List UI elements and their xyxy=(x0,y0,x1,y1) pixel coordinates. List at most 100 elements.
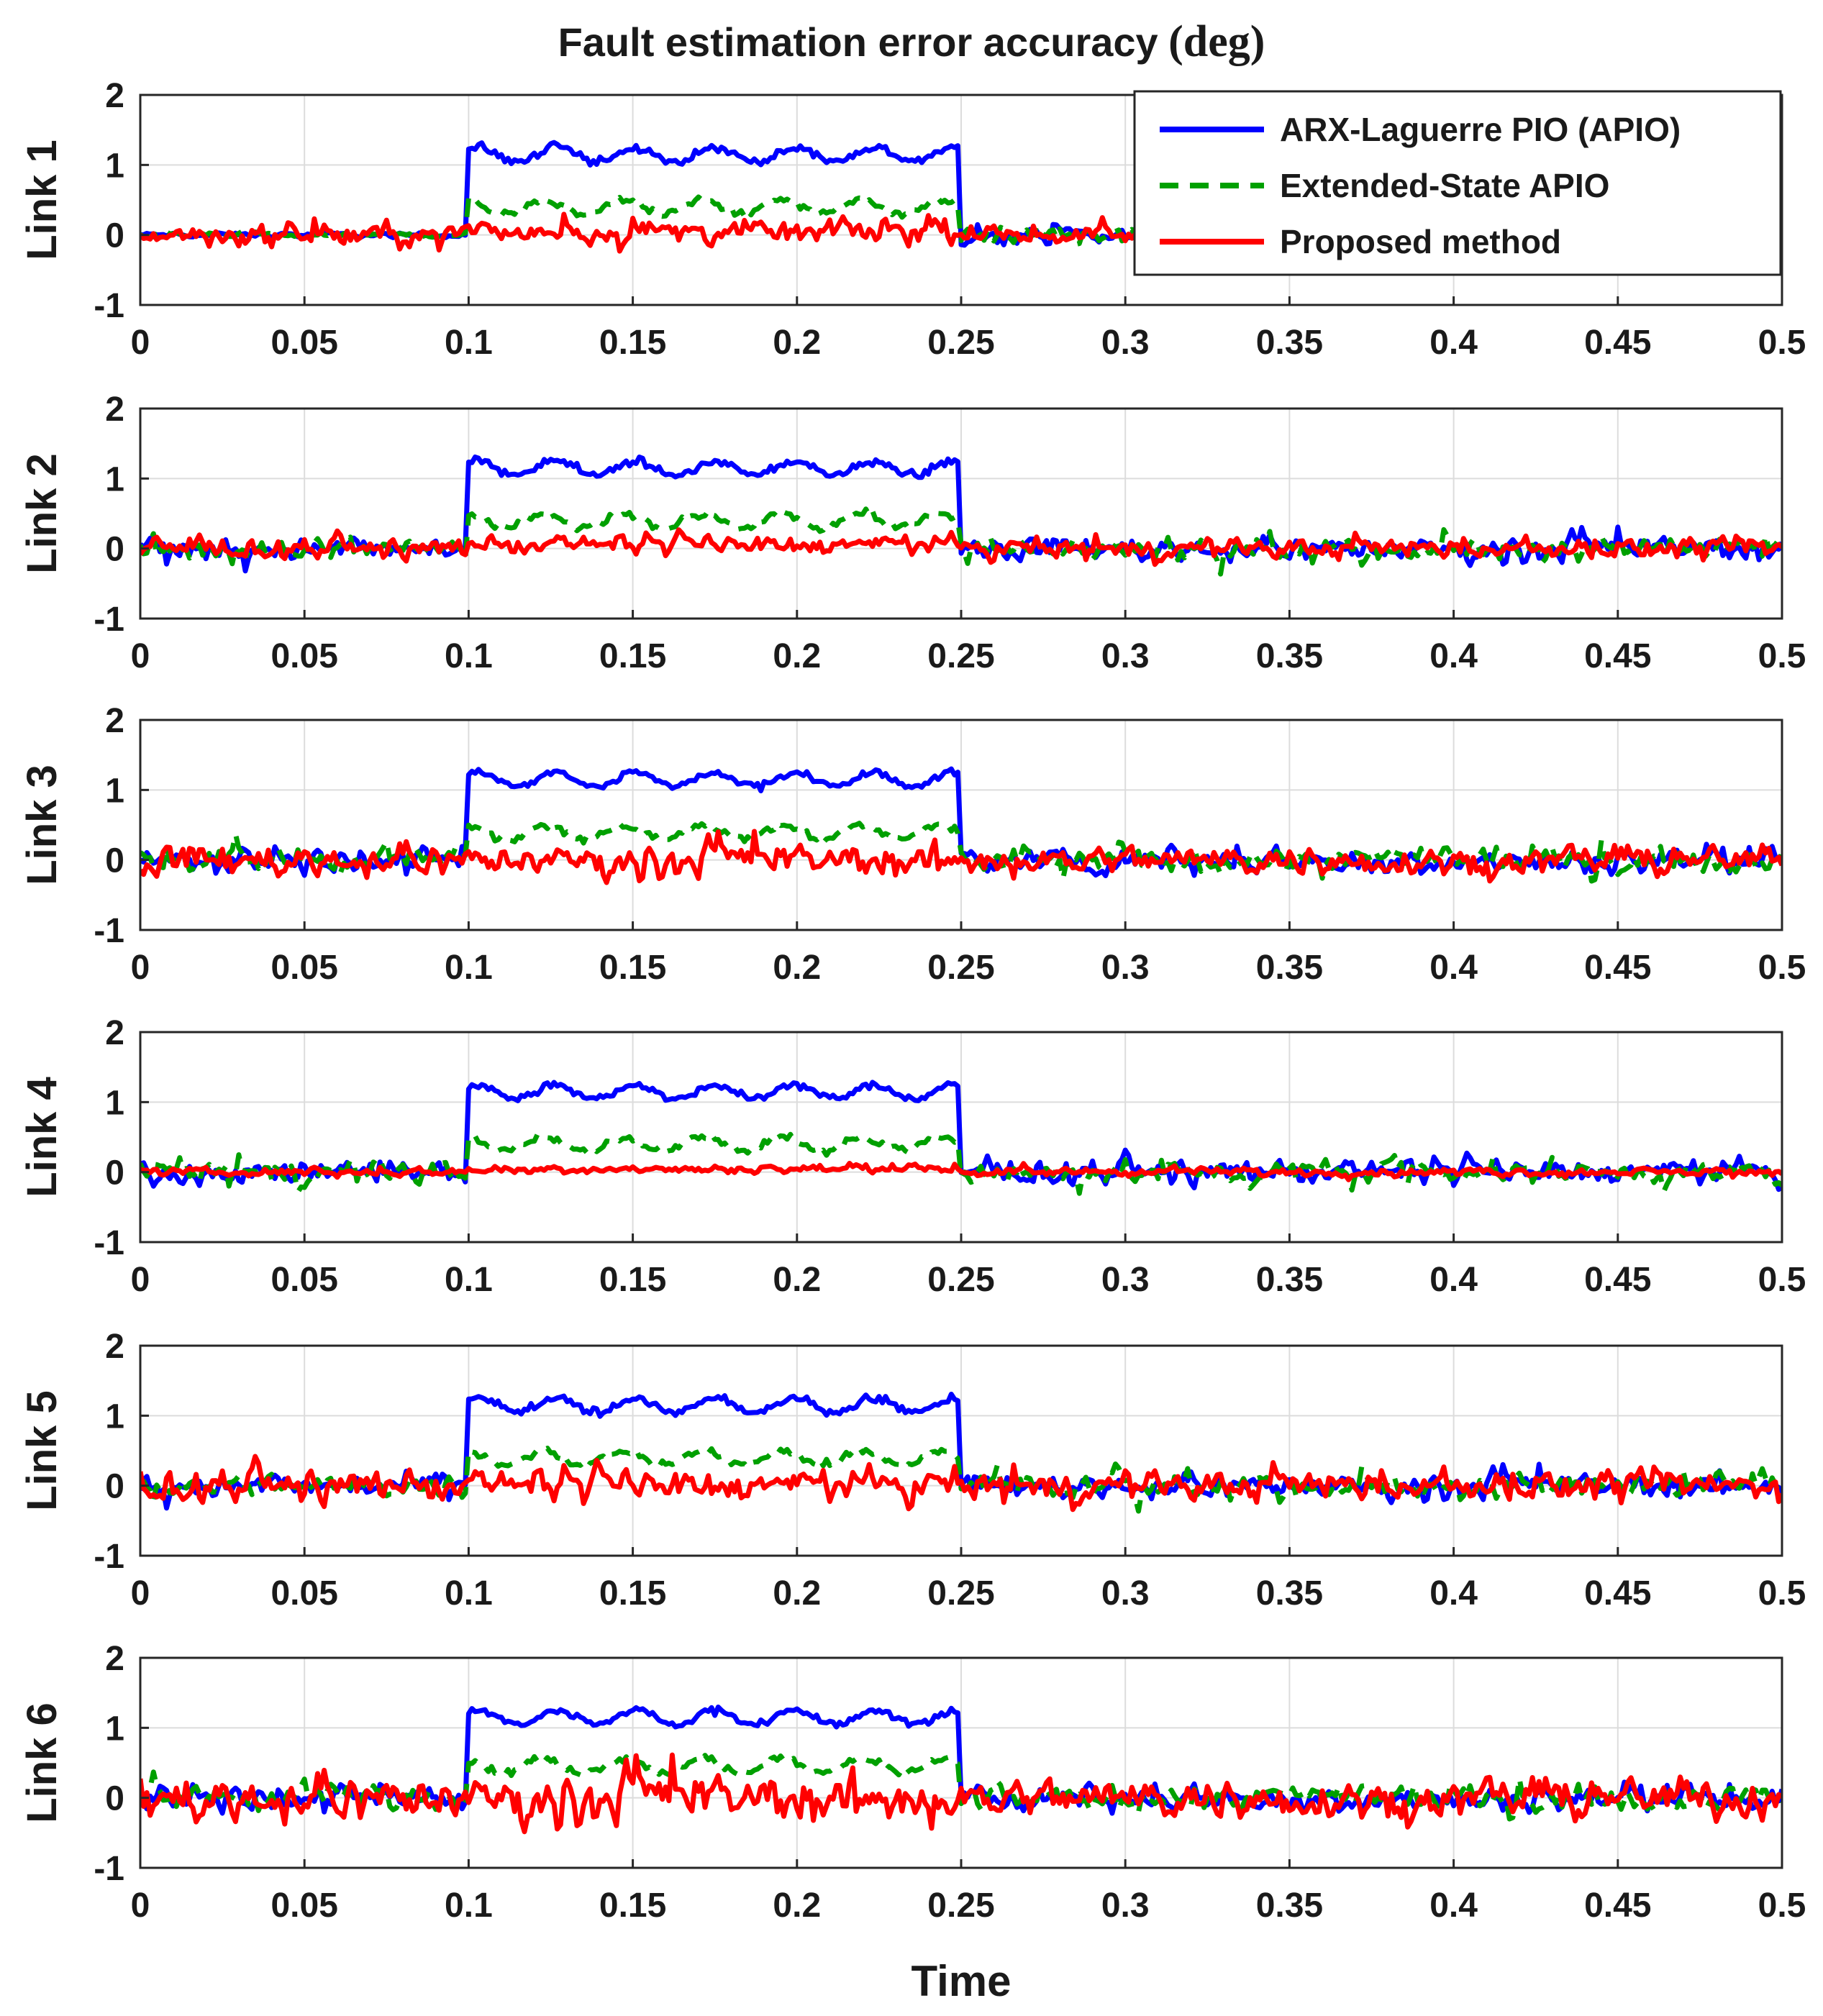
series-line-extended-state-apio xyxy=(140,820,1782,884)
x-tick-label: 0.25 xyxy=(927,1261,994,1299)
y-tick-label: 1 xyxy=(105,147,124,185)
x-tick-label: 0.35 xyxy=(1256,1887,1323,1925)
x-tick-label: 0.5 xyxy=(1758,1261,1806,1299)
x-tick-label: 0.15 xyxy=(599,637,666,675)
subplot-3: 0 0.05 0.1 0.15 0.2 0.25 0.3 0.35 0.4 0.45 0.5-101… xyxy=(19,702,1806,987)
chart-title-unit: (deg) xyxy=(1168,17,1265,66)
y-tick-label: -1 xyxy=(94,1538,124,1576)
x-tick-label: 0 xyxy=(131,1261,150,1299)
x-tick-label: 0.25 xyxy=(927,637,994,675)
legend: ARX-Laguerre PIO (APIO) Extended-State AP… xyxy=(1133,90,1782,276)
x-tick-label: 0.1 xyxy=(445,1261,493,1299)
series-group xyxy=(140,1080,1782,1196)
y-tick-label: 1 xyxy=(105,1084,124,1122)
x-tick-label: 0.05 xyxy=(271,637,337,675)
x-tick-label: 0.35 xyxy=(1256,1261,1323,1299)
x-tick-label: 0.05 xyxy=(271,324,337,362)
y-tick-label: 2 xyxy=(105,1328,124,1366)
x-tick-label: 0 xyxy=(131,637,150,675)
series-line-proposed-method xyxy=(140,1454,1782,1513)
series-group xyxy=(140,766,1782,885)
x-tick-label: 0.25 xyxy=(927,1574,994,1613)
series-line-proposed-method xyxy=(140,1752,1782,1835)
x-tick-label: 0.15 xyxy=(599,949,666,987)
y-tick-label: -1 xyxy=(94,287,124,325)
x-tick-label: 0.3 xyxy=(1101,1887,1150,1925)
x-tick-label: 0.4 xyxy=(1429,1887,1478,1925)
x-tick-label: 0.4 xyxy=(1429,1261,1478,1299)
series-group xyxy=(140,1392,1782,1514)
y-axis-label: Link 1 xyxy=(19,140,65,260)
x-tick-label: 0.2 xyxy=(773,637,821,675)
y-tick-label: -1 xyxy=(94,1850,124,1888)
x-tick-label: 0.2 xyxy=(773,324,821,362)
x-tick-label: 0.45 xyxy=(1584,1574,1651,1613)
x-tick-label: 0.3 xyxy=(1101,324,1150,362)
x-tick-label: 0.4 xyxy=(1429,949,1478,987)
x-tick-label: 0.35 xyxy=(1256,637,1323,675)
y-tick-label: 0 xyxy=(105,531,124,569)
x-tick-label: 0 xyxy=(131,1574,150,1613)
x-tick-label: 0.5 xyxy=(1758,637,1806,675)
x-tick-label: 0.4 xyxy=(1429,1574,1478,1613)
x-tick-label: 0.1 xyxy=(445,1574,493,1613)
x-tick-label: 0.35 xyxy=(1256,324,1323,362)
x-tick-label: 0.05 xyxy=(271,1574,337,1613)
x-tick-label: 0.2 xyxy=(773,1261,821,1299)
x-tick-label: 0.5 xyxy=(1758,1887,1806,1925)
chart-title: Fault estimation error accuracy (deg) xyxy=(558,17,1265,66)
x-tick-label: 0.3 xyxy=(1101,1261,1150,1299)
x-tick-label: 0.15 xyxy=(599,1261,666,1299)
legend-entry: Extended-State APIO xyxy=(1280,167,1609,204)
x-tick-label: 0.4 xyxy=(1429,324,1478,362)
y-tick-label: 2 xyxy=(105,391,124,429)
y-tick-label: 2 xyxy=(105,77,124,115)
subplot-1: 0 0.05 0.1 0.15 0.2 0.25 0.3 0.35 0.4 0.45 0.5-101… xyxy=(19,77,1806,362)
x-tick-label: 0 xyxy=(131,324,150,362)
x-tick-label: 0.1 xyxy=(445,324,493,362)
x-tick-label: 0 xyxy=(131,949,150,987)
x-tick-label: 0.2 xyxy=(773,1887,821,1925)
x-tick-label: 0.15 xyxy=(599,1574,666,1613)
x-tick-label: 0.2 xyxy=(773,949,821,987)
x-tick-label: 0.3 xyxy=(1101,949,1150,987)
y-tick-label: -1 xyxy=(94,601,124,639)
x-tick-label: 0.45 xyxy=(1584,1261,1651,1299)
x-tick-label: 0.5 xyxy=(1758,949,1806,987)
x-axis-label: Time xyxy=(912,1957,1011,2005)
x-tick-label: 0.2 xyxy=(773,1574,821,1613)
x-tick-label: 0.45 xyxy=(1584,949,1651,987)
y-tick-label: 2 xyxy=(105,1640,124,1678)
x-tick-label: 0.3 xyxy=(1101,637,1150,675)
series-group xyxy=(140,455,1782,577)
y-axis-label: Link 6 xyxy=(19,1702,65,1823)
y-tick-label: -1 xyxy=(94,912,124,950)
subplot-5: 0 0.05 0.1 0.15 0.2 0.25 0.3 0.35 0.4 0.45 0.5-101… xyxy=(19,1328,1806,1613)
x-tick-label: 0.1 xyxy=(445,949,493,987)
y-tick-label: 1 xyxy=(105,1710,124,1748)
x-tick-label: 0.5 xyxy=(1758,1574,1806,1613)
x-tick-label: 0.4 xyxy=(1429,637,1478,675)
y-tick-label: 1 xyxy=(105,460,124,498)
subplot-4: 0 0.05 0.1 0.15 0.2 0.25 0.3 0.35 0.4 0.45 0.5-101… xyxy=(19,1014,1806,1299)
legend-entry: Proposed method xyxy=(1280,223,1561,260)
y-tick-label: 0 xyxy=(105,842,124,880)
x-tick-label: 0.35 xyxy=(1256,1574,1323,1613)
y-tick-label: 0 xyxy=(105,217,124,255)
x-tick-label: 0.15 xyxy=(599,324,666,362)
y-tick-label: 0 xyxy=(105,1468,124,1506)
x-tick-label: 0.1 xyxy=(445,1887,493,1925)
x-tick-label: 0.05 xyxy=(271,1887,337,1925)
x-tick-label: 0.15 xyxy=(599,1887,666,1925)
subplot-6: 0 0.05 0.1 0.15 0.2 0.25 0.3 0.35 0.4 0.45 0.5-101… xyxy=(19,1640,1806,1925)
y-axis-label: Link 2 xyxy=(19,453,65,574)
series-line-extended-state-apio xyxy=(140,1753,1782,1822)
legend-entry: ARX-Laguerre PIO (APIO) xyxy=(1280,111,1681,148)
y-tick-label: 0 xyxy=(105,1154,124,1192)
x-tick-label: 0.45 xyxy=(1584,637,1651,675)
y-axis-label: Link 3 xyxy=(19,765,65,885)
y-axis-label: Link 5 xyxy=(19,1390,65,1511)
x-tick-label: 0.3 xyxy=(1101,1574,1150,1613)
